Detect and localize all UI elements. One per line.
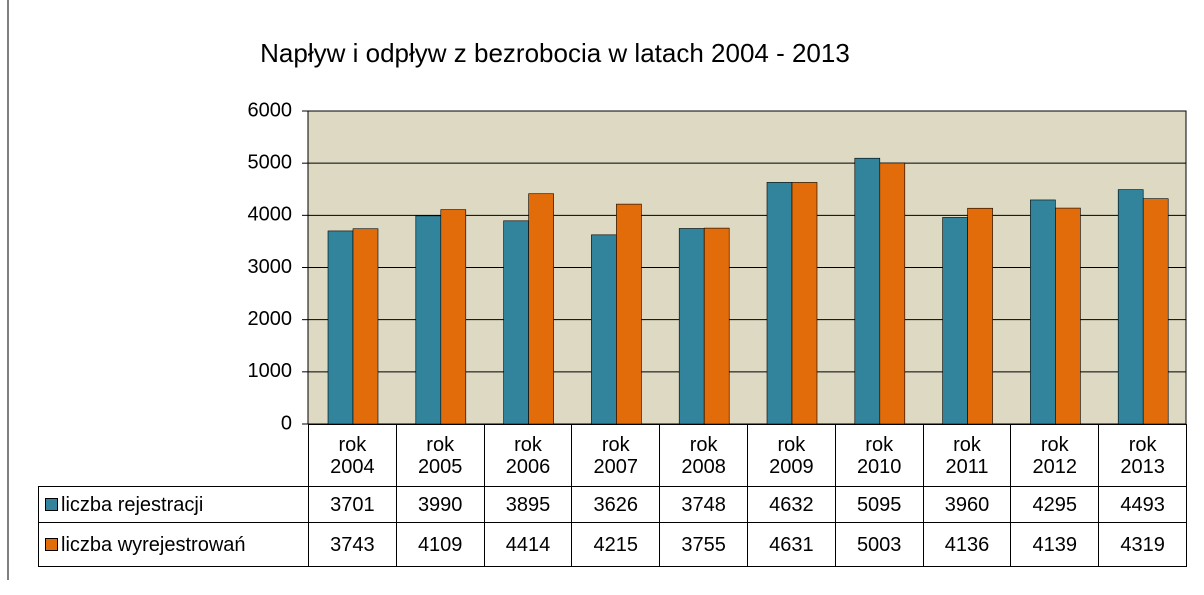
table-value: 3990 — [395, 486, 485, 523]
category-label: rok 2011 — [922, 424, 1012, 487]
table-value: 3626 — [571, 486, 661, 523]
bar — [678, 228, 705, 425]
table-value: 3895 — [483, 486, 573, 523]
bar — [1117, 189, 1144, 425]
table-value: 3755 — [659, 522, 748, 567]
table-value: 4215 — [571, 522, 661, 567]
bar — [1142, 198, 1169, 425]
table-value: 3701 — [308, 486, 397, 523]
bar — [791, 182, 818, 425]
bar — [616, 203, 642, 425]
table-value: 4414 — [483, 522, 573, 567]
y-tick-label: 5000 — [248, 151, 293, 173]
bar — [967, 207, 993, 425]
y-tick-label: 6000 — [248, 99, 293, 121]
table-value: 3960 — [922, 486, 1012, 523]
bar — [1055, 207, 1081, 425]
y-tick-label: 3000 — [248, 256, 293, 278]
chart-title: Napływ i odpływ z bezrobocia w latach 20… — [260, 38, 850, 68]
table-value: 4295 — [1010, 486, 1100, 523]
y-tick-label: 1000 — [248, 360, 293, 382]
bar — [503, 220, 529, 425]
category-label: rok 2012 — [1010, 424, 1100, 487]
y-tick-label: 2000 — [248, 308, 293, 330]
category-label: rok 2006 — [483, 424, 573, 487]
y-tick-label: 0 — [281, 412, 292, 434]
table-value: 4632 — [747, 486, 836, 523]
bar — [591, 234, 617, 425]
legend-key — [45, 538, 58, 551]
table-value: 4139 — [1010, 522, 1100, 567]
bar — [528, 193, 554, 425]
table-value: 4631 — [747, 522, 836, 567]
table-value: 3743 — [308, 522, 397, 567]
category-label: rok 2008 — [659, 424, 748, 487]
bar — [703, 227, 730, 425]
table-value: 4493 — [1098, 486, 1187, 523]
bar — [352, 228, 379, 425]
y-tick-label: 4000 — [248, 204, 293, 226]
category-label: rok 2010 — [834, 424, 924, 487]
category-label: rok 2013 — [1098, 424, 1187, 487]
category-label: rok 2007 — [571, 424, 661, 487]
legend-entry: liczba wyrejestrowań — [38, 522, 309, 567]
bar — [440, 209, 467, 425]
legend-key — [45, 498, 58, 511]
bar — [415, 215, 442, 425]
table-value: 5095 — [834, 486, 924, 523]
bar — [766, 182, 793, 425]
bar — [327, 230, 354, 425]
category-label: rok 2009 — [747, 424, 836, 487]
table-value: 4136 — [922, 522, 1012, 567]
category-label: rok 2005 — [395, 424, 485, 487]
legend-entry: liczba rejestracji — [38, 486, 309, 523]
bar — [1030, 199, 1056, 425]
table-value: 5003 — [834, 522, 924, 567]
legend-label: liczba rejestracji — [61, 493, 204, 516]
category-label: rok 2004 — [308, 424, 397, 487]
table-value: 4109 — [395, 522, 485, 567]
table-value: 4319 — [1098, 522, 1187, 567]
bar — [942, 217, 968, 425]
bar — [879, 162, 906, 425]
legend-label: liczba wyrejestrowań — [61, 533, 246, 556]
table-value: 3748 — [659, 486, 748, 523]
bar — [854, 157, 881, 425]
